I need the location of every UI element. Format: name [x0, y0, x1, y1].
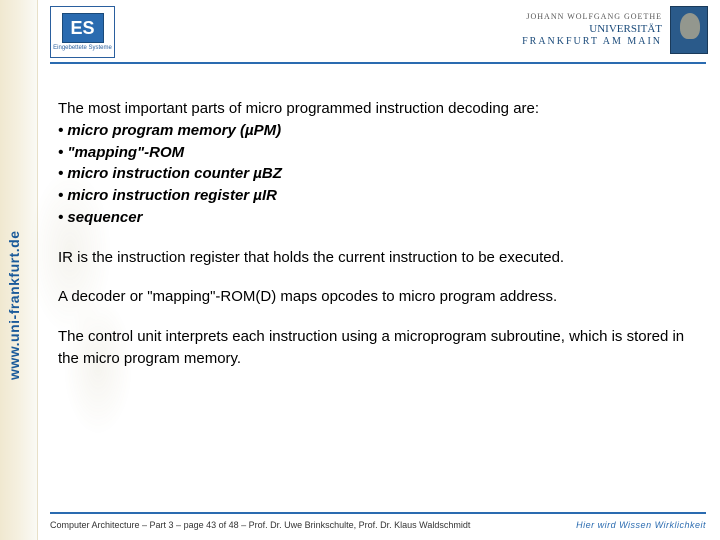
es-logo-abbrev: ES	[62, 13, 104, 43]
goethe-portrait-icon	[670, 6, 708, 54]
sidebar: www.uni-frankfurt.de	[0, 0, 38, 540]
header: ES Eingebettete Systeme JOHANN WOLFGANG …	[38, 0, 720, 65]
bullet-item: • micro instruction counter µBZ	[58, 163, 690, 185]
university-branding: JOHANN WOLFGANG GOETHE UNIVERSITÄT FRANK…	[522, 6, 708, 54]
es-logo-label: Eingebettete Systeme	[53, 45, 112, 51]
es-logo: ES Eingebettete Systeme	[50, 6, 115, 58]
sidebar-url: www.uni-frankfurt.de	[6, 231, 22, 380]
paragraph: IR is the instruction register that hold…	[58, 247, 690, 269]
paragraph: The control unit interprets each instruc…	[58, 326, 690, 370]
university-text: JOHANN WOLFGANG GOETHE UNIVERSITÄT FRANK…	[522, 6, 662, 47]
intro-block: The most important parts of micro progra…	[58, 98, 690, 229]
slide-content: The most important parts of micro progra…	[58, 98, 690, 388]
paragraph: A decoder or "mapping"-ROM(D) maps opcod…	[58, 286, 690, 308]
footer: Computer Architecture – Part 3 – page 43…	[50, 512, 706, 530]
bullet-item: • micro program memory (µPM)	[58, 120, 690, 142]
footer-left: Computer Architecture – Part 3 – page 43…	[50, 520, 470, 530]
footer-motto: Hier wird Wissen Wirklichkeit	[576, 520, 706, 530]
uni-line2: UNIVERSITÄT	[522, 23, 662, 35]
uni-line1: JOHANN WOLFGANG GOETHE	[522, 12, 662, 21]
intro-text: The most important parts of micro progra…	[58, 98, 690, 120]
header-divider	[50, 62, 706, 64]
uni-line3: FRANKFURT AM MAIN	[522, 36, 662, 47]
bullet-item: • sequencer	[58, 207, 690, 229]
bullet-item: • micro instruction register µIR	[58, 185, 690, 207]
bullet-item: • "mapping"-ROM	[58, 142, 690, 164]
